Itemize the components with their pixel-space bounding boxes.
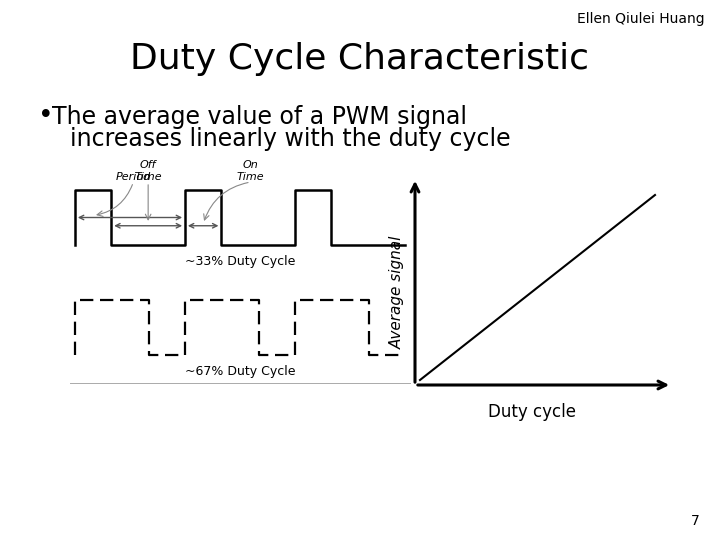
- Text: On
Time: On Time: [237, 160, 264, 182]
- Text: Average signal: Average signal: [390, 236, 405, 349]
- Text: ~67% Duty Cycle: ~67% Duty Cycle: [185, 365, 295, 378]
- Text: 7: 7: [691, 514, 700, 528]
- Text: Duty cycle: Duty cycle: [488, 403, 577, 421]
- Text: increases linearly with the duty cycle: increases linearly with the duty cycle: [70, 127, 510, 151]
- Text: Ellen Qiulei Huang: Ellen Qiulei Huang: [577, 12, 705, 26]
- Text: Period: Period: [116, 172, 151, 182]
- Text: The average value of a PWM signal: The average value of a PWM signal: [52, 105, 467, 129]
- Text: ~33% Duty Cycle: ~33% Duty Cycle: [185, 255, 295, 268]
- Text: •: •: [38, 103, 53, 129]
- Text: Duty Cycle Characteristic: Duty Cycle Characteristic: [130, 42, 590, 76]
- Text: Off
Time: Off Time: [135, 160, 162, 182]
